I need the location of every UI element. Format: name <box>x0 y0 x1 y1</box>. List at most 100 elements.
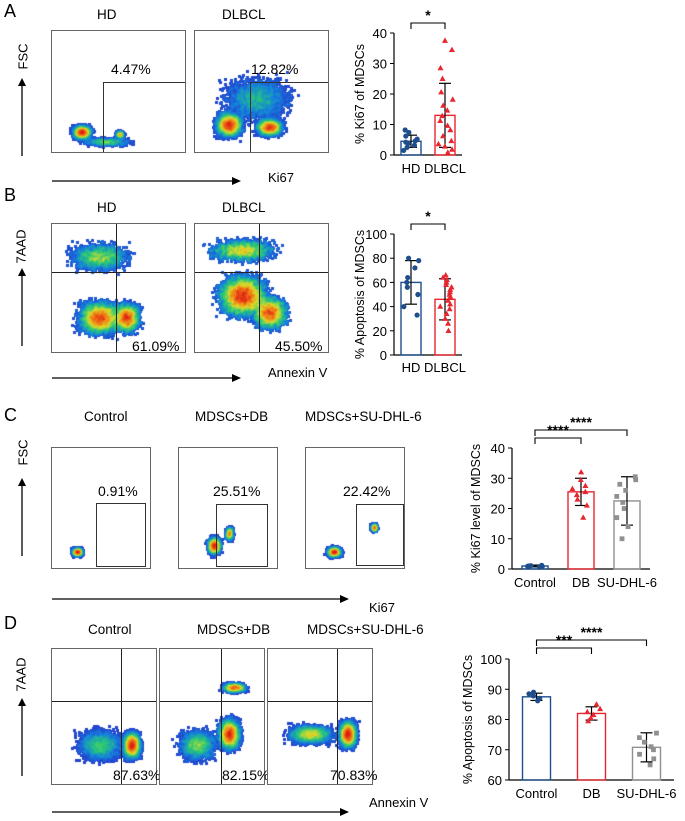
data-point <box>416 258 422 264</box>
data-point <box>437 64 444 71</box>
data-point <box>593 701 600 707</box>
flow-percent-mdscs-sudhl6: 70.83% <box>330 767 378 783</box>
y-tick-label: 40 <box>373 26 387 41</box>
flow-percent-hd: 61.09% <box>132 338 180 354</box>
data-point <box>441 143 448 149</box>
y-tick-label: 0 <box>498 562 505 577</box>
data-point <box>526 691 532 697</box>
data-point <box>648 744 654 750</box>
data-point <box>443 310 450 317</box>
data-point <box>403 133 409 139</box>
flow-y-arrow <box>18 698 26 776</box>
category-label: DB <box>572 575 590 590</box>
data-point <box>651 756 657 762</box>
data-point <box>641 739 647 745</box>
bar <box>576 712 607 781</box>
x-axis-label-annexin: Annexin V <box>268 365 328 380</box>
flow-title-hd: HD <box>97 7 117 22</box>
data-point <box>449 146 456 152</box>
flow-title-control: Control <box>88 622 132 637</box>
data-point <box>582 482 589 489</box>
category-label: HD <box>402 161 421 176</box>
data-point <box>444 122 451 128</box>
data-point <box>404 144 410 150</box>
data-point <box>441 37 448 43</box>
significance-label: **** <box>581 624 603 640</box>
data-point <box>528 563 534 569</box>
data-point <box>448 137 455 144</box>
flow-plot-mdscs-sudhl6 <box>305 447 405 569</box>
flow-percent-dlbcl: 45.50% <box>275 338 323 354</box>
y-axis-label-7aad: 7AAD <box>13 657 29 692</box>
data-point <box>403 139 409 145</box>
data-point <box>437 303 444 309</box>
data-point <box>587 714 594 721</box>
data-point <box>619 536 625 542</box>
y-tick-label: 40 <box>491 441 505 456</box>
data-point <box>439 112 446 119</box>
data-point <box>446 305 453 312</box>
significance-bracket <box>410 223 446 230</box>
flow-plot-dlbcl <box>194 223 329 353</box>
data-point <box>617 481 623 487</box>
data-point <box>445 297 452 303</box>
data-point <box>537 695 543 701</box>
y-axis-label-fsc: FSC <box>15 43 31 70</box>
data-point <box>437 117 444 124</box>
significance-bracket <box>535 647 593 654</box>
panel-letter-a: A <box>4 1 17 21</box>
data-point <box>539 562 545 568</box>
data-point <box>583 502 590 508</box>
bar-chart-a: 0 10 20 30 40 % Ki67 of MDSCs HD DLBCL * <box>353 7 466 176</box>
flow-x-arrow <box>52 595 349 603</box>
data-point <box>401 147 407 154</box>
data-point <box>401 304 407 310</box>
data-point <box>414 136 420 142</box>
significance-label: * <box>425 7 431 23</box>
data-point <box>633 477 639 483</box>
flow-percent-dlbcl: 12.82% <box>251 61 299 77</box>
data-point <box>577 476 584 482</box>
data-point <box>625 524 631 530</box>
flow-y-arrow <box>18 78 26 156</box>
flow-percent-mdscs-db: 82.15% <box>222 767 270 783</box>
significance-bracket <box>534 429 628 436</box>
data-point <box>651 747 656 753</box>
data-point <box>447 300 454 307</box>
data-point <box>411 142 418 148</box>
y-tick-label: 80 <box>488 713 502 728</box>
flow-x-arrow <box>52 374 241 382</box>
data-point <box>439 75 446 81</box>
data-point <box>447 126 454 133</box>
x-axis-label-ki67: Ki67 <box>369 600 396 615</box>
y-tick-label: 0 <box>380 348 387 363</box>
data-point <box>530 693 536 699</box>
data-point <box>442 315 449 321</box>
data-point <box>582 488 589 495</box>
category-label: Control <box>514 575 556 590</box>
data-point <box>404 279 410 285</box>
data-point <box>406 129 412 136</box>
flow-percent-mdscs-sudhl6: 22.42% <box>343 483 391 499</box>
data-point <box>404 284 410 290</box>
y-tick-label: 20 <box>491 502 505 517</box>
y-tick-label: 60 <box>373 275 387 290</box>
panel-letter-d: D <box>4 613 17 633</box>
bar <box>521 696 552 781</box>
y-axis-title: % Apoptosis of MDSCs <box>353 230 367 359</box>
flow-plot-mdscs-db <box>178 447 278 569</box>
flow-title-hd: HD <box>97 200 117 215</box>
flow-percent-control: 0.91% <box>98 483 138 499</box>
flow-plot-hd <box>51 30 186 153</box>
data-point <box>405 255 412 261</box>
y-tick-label: 100 <box>365 227 387 242</box>
y-axis-title: % Ki67 level of MDSCs <box>470 444 483 573</box>
bar-chart-d: 60 70 80 90 100 % Apoptosis of MDSCs Control DB… <box>462 624 676 801</box>
y-tick-label: 100 <box>480 652 502 667</box>
data-point <box>580 514 587 520</box>
y-axis-title: % Apoptosis of MDSCs <box>462 655 475 784</box>
y-tick-label: 30 <box>373 57 387 72</box>
panel-letter-c: C <box>4 405 17 425</box>
data-point <box>632 474 638 480</box>
category-label: SU-DHL-6 <box>597 575 657 590</box>
